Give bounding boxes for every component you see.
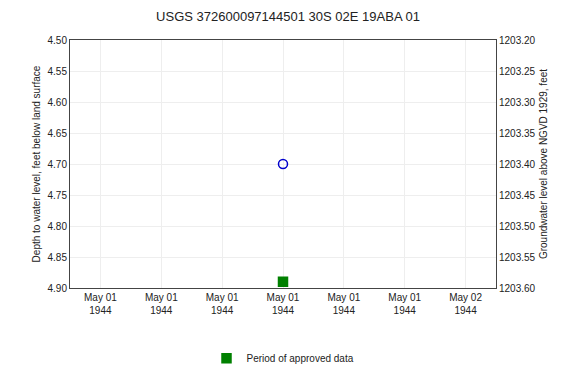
svg-text:4.80: 4.80 — [48, 221, 68, 232]
svg-text:1203.40: 1203.40 — [499, 159, 536, 170]
svg-text:1203.45: 1203.45 — [499, 190, 536, 201]
svg-text:May 021944: May 021944 — [449, 292, 482, 316]
svg-text:Depth to water level, feet bel: Depth to water level, feet below land su… — [31, 65, 42, 262]
svg-text:4.90: 4.90 — [48, 283, 68, 294]
svg-text:1203.60: 1203.60 — [499, 283, 536, 294]
svg-text:1203.55: 1203.55 — [499, 252, 536, 263]
svg-text:May 011944: May 011944 — [388, 292, 421, 316]
svg-text:4.60: 4.60 — [48, 97, 68, 108]
svg-text:Period of approved data: Period of approved data — [247, 353, 354, 364]
svg-text:May 011944: May 011944 — [327, 292, 360, 316]
svg-text:1203.50: 1203.50 — [499, 221, 536, 232]
svg-text:USGS 372600097144501 30S 02E 1: USGS 372600097144501 30S 02E 19ABA 01 — [156, 9, 420, 24]
svg-text:4.85: 4.85 — [48, 252, 68, 263]
svg-text:1203.25: 1203.25 — [499, 66, 536, 77]
svg-text:4.55: 4.55 — [48, 66, 68, 77]
svg-text:4.65: 4.65 — [48, 128, 68, 139]
svg-text:May 011944: May 011944 — [267, 292, 300, 316]
svg-text:4.70: 4.70 — [48, 159, 68, 170]
svg-text:1203.30: 1203.30 — [499, 97, 536, 108]
svg-text:4.50: 4.50 — [48, 35, 68, 46]
svg-text:May 011944: May 011944 — [206, 292, 239, 316]
svg-text:May 011944: May 011944 — [84, 292, 117, 316]
svg-text:4.75: 4.75 — [48, 190, 68, 201]
svg-text:1203.35: 1203.35 — [499, 128, 536, 139]
svg-text:May 011944: May 011944 — [145, 292, 178, 316]
svg-text:Groundwater level above NGVD 1: Groundwater level above NGVD 1929, feet — [538, 69, 549, 259]
svg-text:1203.20: 1203.20 — [499, 35, 536, 46]
